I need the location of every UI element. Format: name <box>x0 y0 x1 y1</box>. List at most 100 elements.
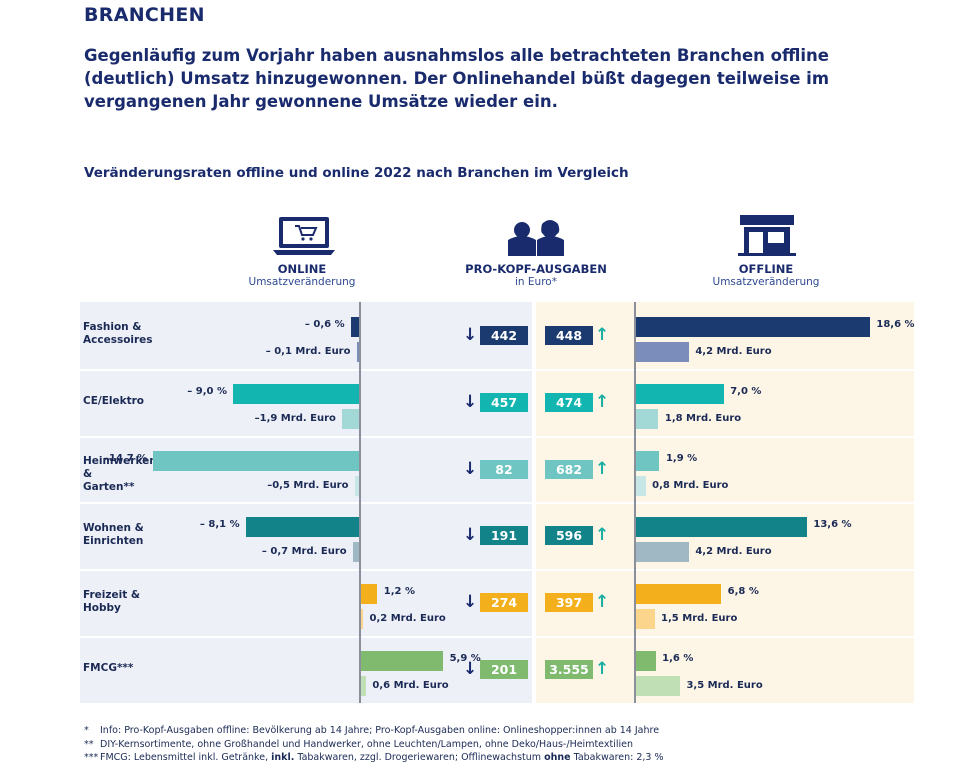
offline-mrd-label: 4,2 Mrd. Euro <box>695 346 772 357</box>
laptop-cart-icon <box>273 217 335 255</box>
arrow-up-icon: ↑ <box>595 391 610 412</box>
pro-kopf-offline-value: 682 <box>545 459 593 479</box>
footnotes: * Info: Pro-Kopf-Ausgaben offline: Bevölk… <box>84 724 664 765</box>
online-pct-bar <box>350 317 359 337</box>
online-mrd-bar <box>356 342 359 362</box>
online-pct-label: – 0,6 % <box>304 319 345 330</box>
offline-mrd-bar <box>635 676 680 696</box>
pro-kopf-online-value: 191 <box>480 526 528 546</box>
offline-mrd-bar <box>635 609 655 630</box>
arrow-down-icon: ↓ <box>463 325 478 345</box>
offline-mrd-label: 3,5 Mrd. Euro <box>686 680 763 691</box>
pro-kopf-header: PRO-KOPF-AUSGABEN in Euro* <box>436 262 636 288</box>
pro-kopf-online-value: 442 <box>480 326 528 345</box>
pro-kopf-offline-value: 397 <box>545 593 593 613</box>
offline-pct-bar <box>635 450 660 471</box>
online-pct-bar <box>360 584 378 605</box>
offline-header-title: OFFLINE <box>738 262 794 276</box>
store-icon <box>738 215 796 256</box>
footnote-3: *** FMCG: Lebensmittel inkl. Getränke, in… <box>84 752 664 763</box>
online-pct-label: –14,7 % <box>104 452 148 464</box>
offline-pct-label: 1,9 % <box>665 452 698 464</box>
pro-kopf-online-value: 274 <box>480 593 528 613</box>
online-mrd-label: 0,2 Mrd. Euro <box>369 613 446 625</box>
footnote-1: * Info: Pro-Kopf-Ausgaben offline: Bevölk… <box>84 725 660 736</box>
offline-mrd-label: 1,8 Mrd. Euro <box>664 412 742 424</box>
chart-title: Veränderungsraten offline und online 202… <box>84 165 629 181</box>
arrow-down-icon: ↓ <box>463 659 478 679</box>
people-icon <box>508 220 564 256</box>
pro-kopf-offline-value: 3.555 <box>545 660 593 679</box>
row-separator <box>80 569 914 572</box>
offline-pct-bar <box>635 517 807 538</box>
offline-pct-bar <box>635 651 656 671</box>
offline-header: OFFLINE Umsatzveränderung <box>666 262 866 288</box>
arrow-up-icon: ↑ <box>595 458 610 479</box>
pro-kopf-header-sub: in Euro* <box>515 276 557 288</box>
offline-mrd-label: 4,2 Mrd. Euro <box>695 546 772 558</box>
online-pct-bar <box>360 651 444 671</box>
offline-pct-bar <box>635 584 722 605</box>
row-separator <box>80 502 914 505</box>
online-header-title: ONLINE <box>277 262 327 276</box>
online-mrd-label: –1,9 Mrd. Euro <box>254 412 336 424</box>
offline-pct-label: 7,0 % <box>730 385 762 397</box>
arrow-up-icon: ↑ <box>595 525 610 546</box>
footnote-2: ** DIY-Kernsortimente, ohne Großhandel un… <box>84 738 633 750</box>
offline-pct-bar <box>635 317 870 337</box>
online-mrd-label: 0,6 Mrd. Euro <box>372 680 449 691</box>
offline-pct-bar <box>635 383 724 404</box>
online-mrd-label: – 0,1 Mrd. Euro <box>265 346 351 357</box>
online-mrd-label: –0,5 Mrd. Euro <box>267 479 349 491</box>
offline-mrd-bar <box>635 475 646 496</box>
row-label: Freizeit & Hobby <box>83 588 141 614</box>
row-separator <box>80 368 914 371</box>
row-label: Fashion & Accessoires <box>83 321 153 347</box>
offline-pct-label: 18,6 % <box>876 319 915 330</box>
pro-kopf-offline-value: 448 <box>545 326 593 345</box>
offline-zero-axis <box>634 302 636 703</box>
page-title: BRANCHEN <box>84 4 205 26</box>
arrow-down-icon: ↓ <box>463 592 478 613</box>
online-pct-bar <box>153 450 359 471</box>
online-header: ONLINE Umsatzveränderung <box>202 262 402 288</box>
arrow-up-icon: ↑ <box>595 325 610 345</box>
offline-mrd-bar <box>635 542 689 563</box>
row-separator <box>80 435 914 438</box>
online-header-sub: Umsatzveränderung <box>248 276 356 288</box>
pro-kopf-header-title: PRO-KOPF-AUSGABEN <box>465 262 607 276</box>
online-mrd-bar <box>341 408 359 429</box>
online-pct-label: – 8,1 % <box>199 519 240 531</box>
pro-kopf-online-value: 82 <box>480 459 528 479</box>
offline-header-sub: Umsatzveränderung <box>712 276 820 288</box>
arrow-down-icon: ↓ <box>463 458 478 479</box>
offline-mrd-label: 0,8 Mrd. Euro <box>652 479 729 491</box>
online-mrd-label: – 0,7 Mrd. Euro <box>261 546 347 558</box>
arrow-down-icon: ↓ <box>463 391 478 412</box>
row-label: CE/Elektro <box>83 395 145 408</box>
row-label: Heimwerken & Garten** <box>83 455 157 493</box>
row-separator <box>80 636 914 638</box>
pro-kopf-online-value: 201 <box>480 660 528 679</box>
offline-pct-label: 13,6 % <box>813 519 852 531</box>
online-pct-label: 1,2 % <box>383 586 416 598</box>
online-pct-bar <box>245 517 359 538</box>
offline-mrd-bar <box>635 342 689 362</box>
offline-pct-label: 6,8 % <box>727 586 759 598</box>
pro-kopf-online-value: 457 <box>480 392 528 412</box>
online-mrd-bar <box>360 609 363 630</box>
online-pct-label: 5,9 % <box>449 653 481 664</box>
online-mrd-bar <box>354 475 359 496</box>
pro-kopf-offline-value: 474 <box>545 392 593 412</box>
online-mrd-bar <box>352 542 359 563</box>
online-mrd-bar <box>360 676 366 696</box>
online-pct-bar <box>233 383 359 404</box>
offline-mrd-label: 1,5 Mrd. Euro <box>661 613 738 625</box>
online-zero-axis <box>359 302 361 703</box>
arrow-up-icon: ↑ <box>595 659 610 679</box>
lead-text: Gegenläufig zum Vorjahr haben ausnahmslo… <box>84 46 830 111</box>
offline-pct-label: 1,6 % <box>662 653 694 664</box>
row-label: Wohnen & Einrichten <box>83 521 144 547</box>
online-pct-label: – 9,0 % <box>187 385 227 397</box>
